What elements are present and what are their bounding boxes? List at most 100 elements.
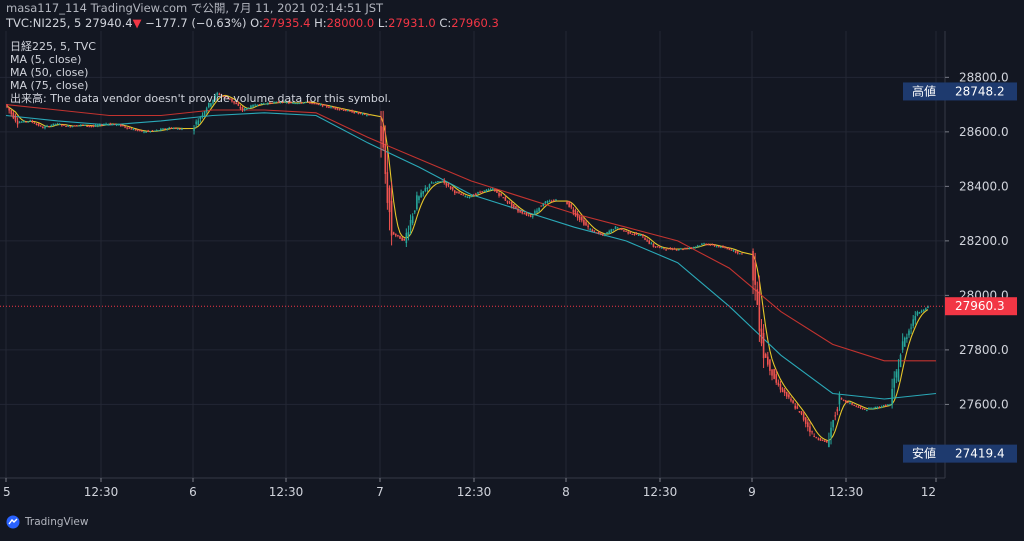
candle-body	[906, 337, 908, 340]
candle-body	[208, 102, 210, 108]
candle-body	[80, 124, 82, 126]
low-badge-value: 27419.4	[955, 447, 1005, 461]
high-badge-value: 28748.2	[955, 84, 1005, 98]
candle-body	[610, 229, 613, 233]
candle-body	[8, 107, 10, 111]
legend-ma75[interactable]: MA (75, close)	[10, 79, 89, 92]
price-tick-label: 28200.0	[959, 234, 1009, 248]
candle-body	[489, 189, 492, 191]
candle-body	[851, 403, 853, 405]
time-tick-label: 8	[562, 485, 570, 499]
candle-body	[701, 243, 703, 245]
candle-body	[781, 388, 784, 393]
candle-body	[136, 129, 139, 131]
candle-body	[585, 222, 587, 226]
candle-body	[555, 199, 557, 201]
candle-body	[388, 187, 391, 213]
candle-body	[319, 104, 322, 106]
candle-body	[903, 337, 906, 347]
candle-body	[407, 231, 410, 237]
candle-body	[39, 125, 42, 127]
candle-body	[195, 121, 197, 125]
candle-body	[508, 202, 511, 204]
candle-body	[58, 124, 61, 126]
tradingview-icon	[6, 515, 20, 529]
candle-body	[233, 101, 235, 103]
candle-body	[927, 305, 929, 309]
candle-body	[363, 113, 366, 115]
candle-body	[290, 102, 292, 104]
candle-body	[288, 102, 290, 104]
candle-body	[566, 201, 568, 205]
candle-body	[550, 201, 553, 203]
candle-body	[168, 127, 171, 129]
candle-body	[69, 126, 72, 128]
legend-volume[interactable]: 出来高: The data vendor doesn't provide vol…	[10, 92, 392, 105]
candle-body	[313, 103, 315, 105]
candle-body	[531, 215, 534, 217]
candle-body	[44, 126, 46, 129]
candle-body	[29, 120, 32, 122]
candle-body	[847, 401, 849, 403]
price-tick-label: 27600.0	[959, 397, 1009, 411]
candle-body	[496, 189, 498, 193]
candle-body	[245, 108, 248, 110]
ma75-line	[5, 104, 936, 362]
candle-body	[210, 103, 212, 107]
candle-body	[916, 312, 919, 316]
candle-body	[428, 184, 431, 188]
candle-body	[33, 122, 36, 124]
candle-body	[863, 408, 866, 410]
candle-body	[464, 196, 467, 198]
candle-body	[788, 394, 790, 398]
symbol-label[interactable]: TVC:NI225, 5	[6, 16, 82, 30]
candle-body	[760, 328, 763, 344]
candle-body	[703, 243, 705, 245]
candle-body	[650, 243, 653, 245]
candle-body	[71, 126, 74, 128]
candle-body	[736, 251, 739, 254]
candle-body	[218, 93, 221, 96]
candle-body	[713, 244, 716, 247]
candle-body	[368, 114, 370, 116]
legend-ma50[interactable]: MA (50, close)	[10, 66, 89, 79]
candle-body	[109, 123, 112, 125]
candle-body	[517, 209, 519, 212]
legend-symbol[interactable]: 日経225, 5, TVC	[10, 40, 96, 53]
candle-body	[519, 210, 521, 213]
candle-body	[330, 106, 332, 108]
legend-ma5[interactable]: MA (5, close)	[10, 53, 82, 66]
candle-body	[170, 127, 173, 129]
candle-body	[779, 383, 782, 390]
candle-body	[823, 440, 826, 442]
candle-body	[861, 408, 864, 410]
low-badge-value-bg	[945, 444, 1017, 463]
candle-body	[151, 130, 154, 132]
candle-body	[141, 130, 143, 132]
candle-body	[96, 125, 99, 127]
candle-body	[540, 205, 542, 207]
candle-body	[390, 200, 393, 236]
candle-body	[243, 108, 246, 111]
candle-body	[914, 316, 917, 321]
candle-body	[134, 129, 137, 131]
candle-body	[86, 126, 88, 128]
candle-body	[31, 120, 34, 123]
candle-body	[513, 204, 515, 208]
candle-body	[494, 190, 496, 192]
candle-body	[767, 356, 769, 365]
candle-body	[132, 129, 135, 131]
candle-body	[52, 123, 55, 126]
candle-body	[111, 124, 114, 126]
candle-body	[587, 225, 589, 228]
candle-body	[304, 101, 307, 103]
candle-body	[756, 289, 759, 305]
price-tick-label: 27800.0	[959, 343, 1009, 357]
candle-body	[248, 107, 250, 109]
candle-body	[844, 400, 847, 403]
tradingview-logo[interactable]: TradingView	[5, 515, 88, 529]
candle-body	[523, 213, 526, 215]
